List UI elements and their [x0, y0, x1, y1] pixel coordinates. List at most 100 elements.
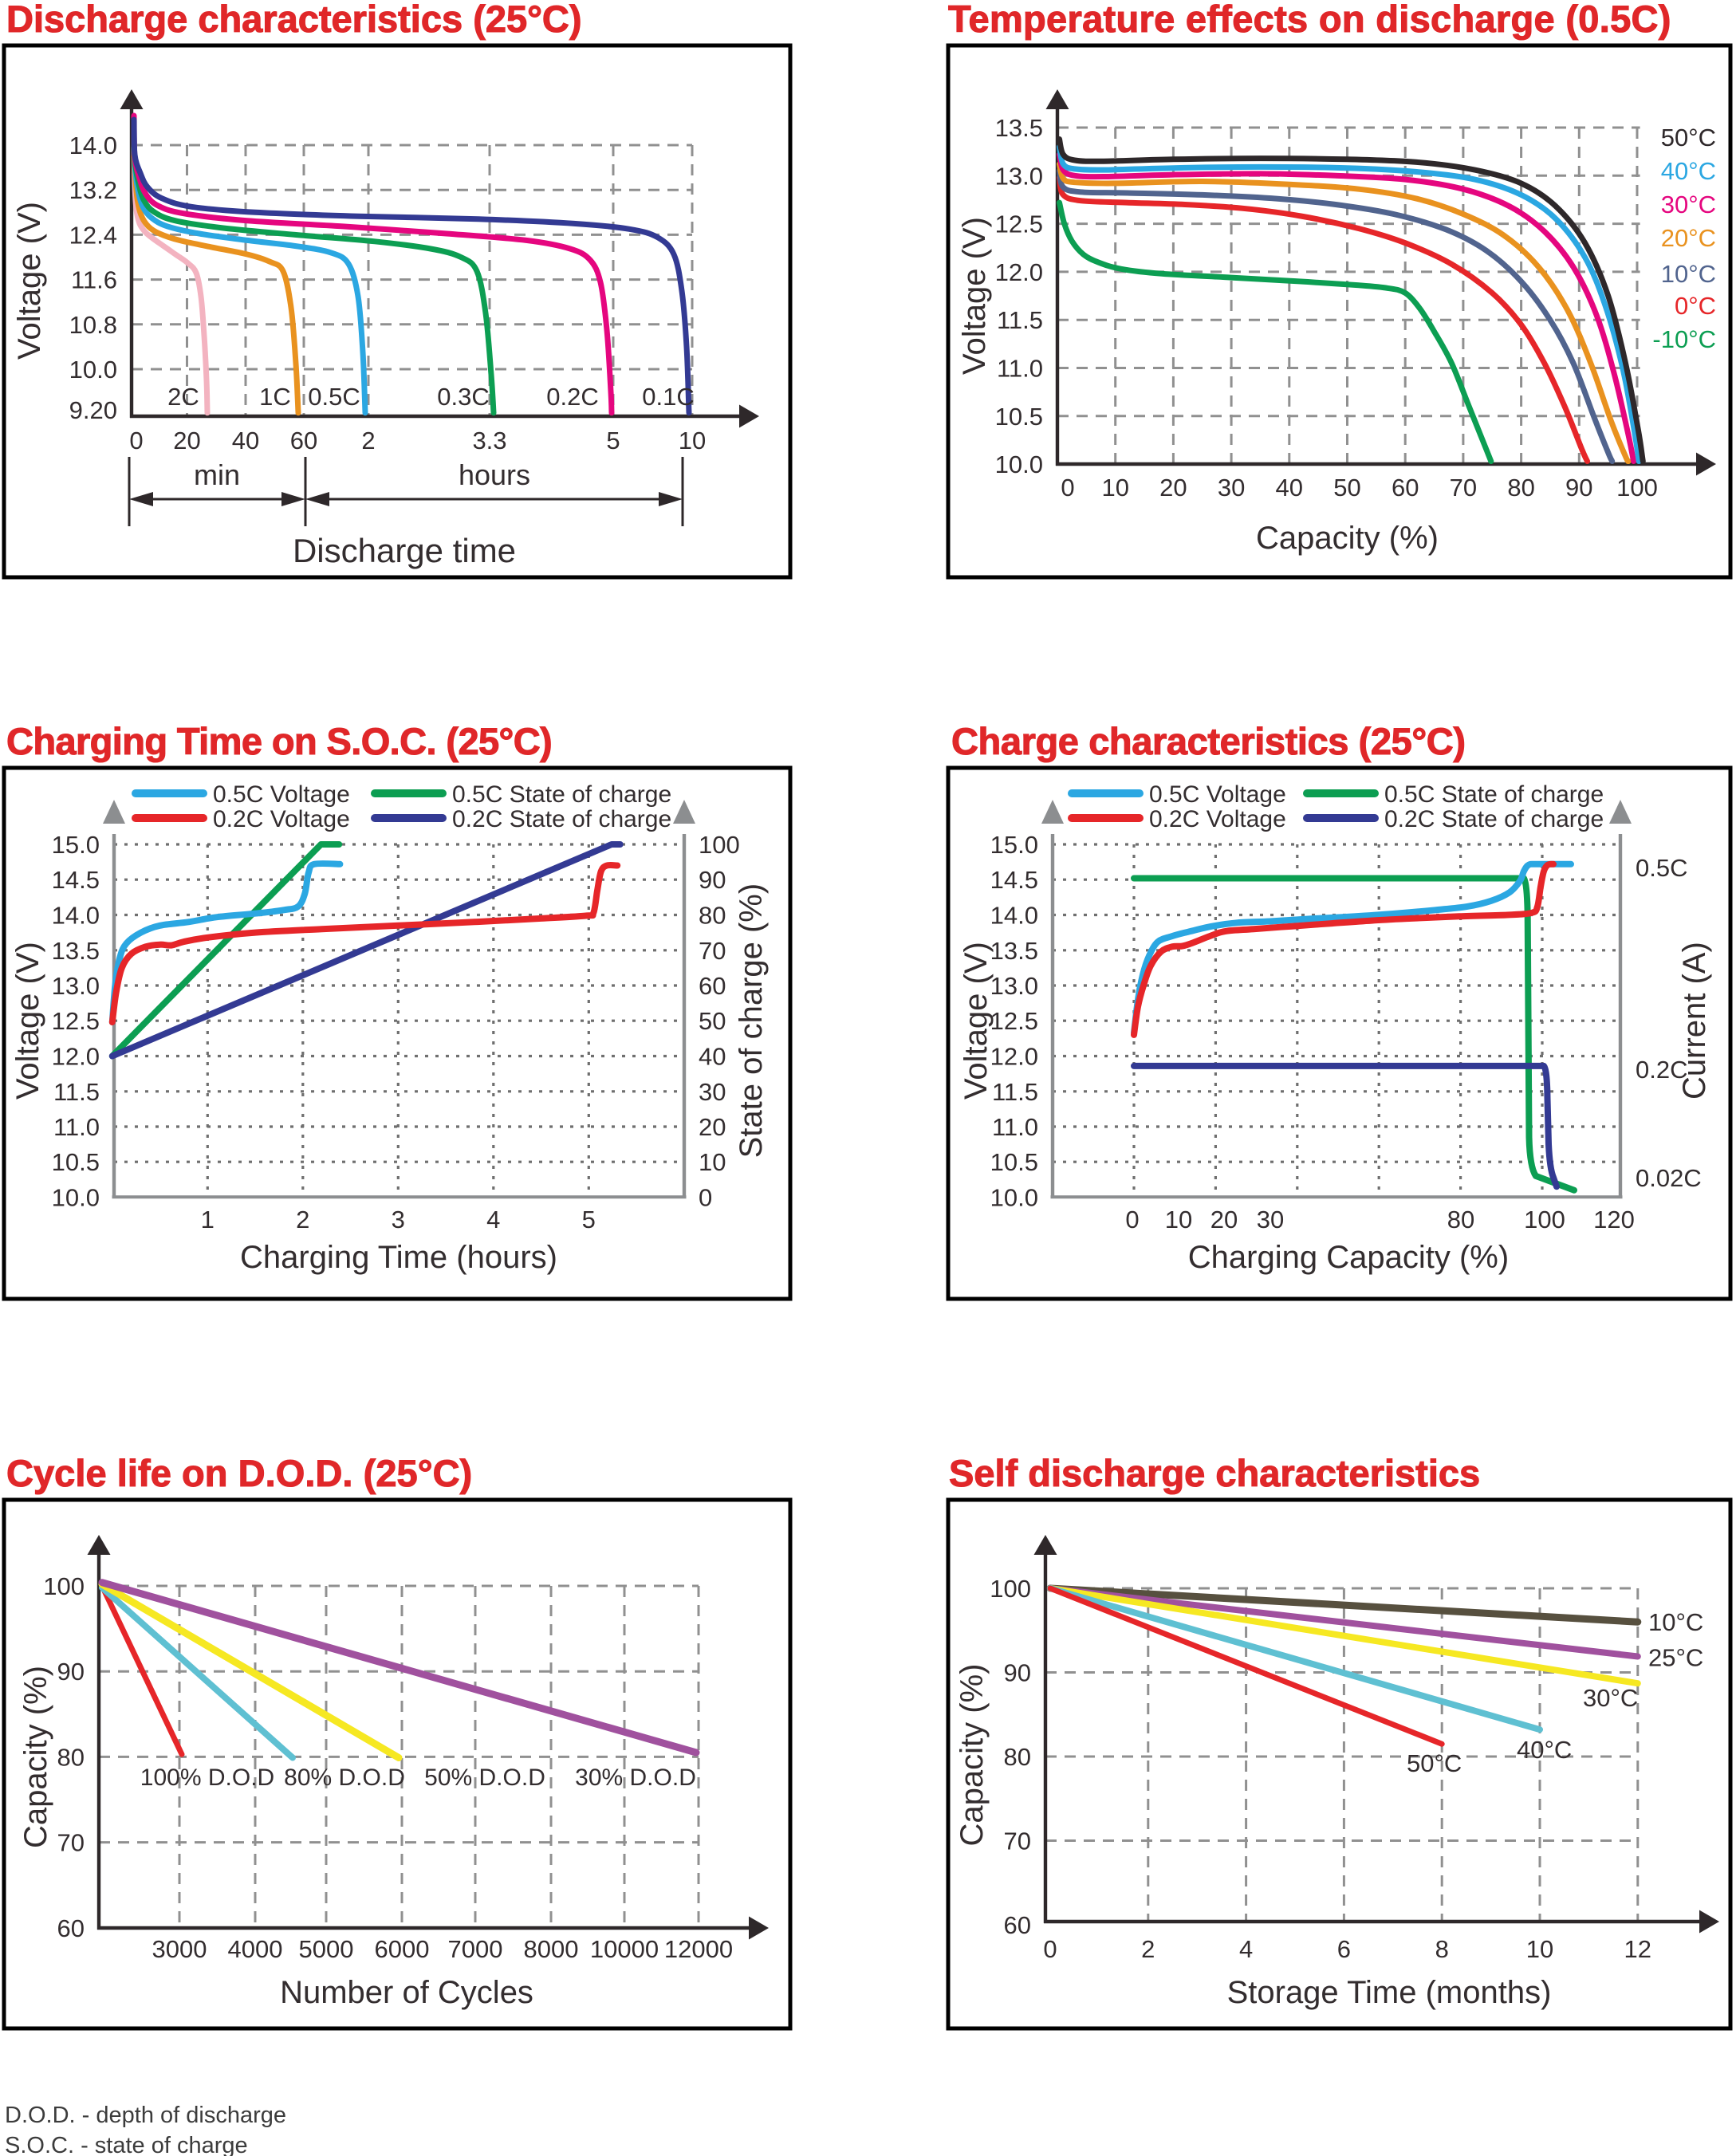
svg-text:10.0: 10.0 — [69, 356, 117, 384]
svg-text:11.5: 11.5 — [992, 1078, 1038, 1106]
svg-text:90: 90 — [1004, 1659, 1031, 1687]
svg-text:Charge characteristics (25°C): Charge characteristics (25°C) — [951, 720, 1466, 762]
svg-text:70: 70 — [1450, 474, 1477, 502]
svg-text:5: 5 — [582, 1206, 596, 1233]
svg-text:3.3: 3.3 — [472, 427, 506, 454]
svg-text:10.0: 10.0 — [52, 1184, 100, 1212]
svg-text:2: 2 — [296, 1206, 309, 1233]
svg-text:0.2C State of charge: 0.2C State of charge — [452, 806, 671, 832]
svg-text:0: 0 — [1125, 1206, 1139, 1233]
svg-text:5000: 5000 — [299, 1935, 354, 1963]
svg-text:Number of Cycles: Number of Cycles — [280, 1975, 533, 2010]
svg-text:10.0: 10.0 — [990, 1184, 1038, 1212]
svg-text:50: 50 — [699, 1007, 726, 1035]
svg-text:10: 10 — [1526, 1935, 1553, 1963]
svg-text:20: 20 — [173, 427, 200, 454]
svg-text:10000: 10000 — [590, 1935, 659, 1963]
svg-text:12.0: 12.0 — [52, 1043, 100, 1071]
svg-text:10.5: 10.5 — [990, 1148, 1038, 1176]
svg-text:14.0: 14.0 — [990, 902, 1038, 930]
svg-text:11.0: 11.0 — [992, 1113, 1038, 1141]
svg-text:0.5C Voltage: 0.5C Voltage — [213, 781, 350, 808]
svg-text:5: 5 — [606, 427, 620, 454]
svg-text:15.0: 15.0 — [52, 831, 100, 859]
svg-text:100: 100 — [699, 831, 740, 859]
svg-text:14.0: 14.0 — [52, 902, 100, 930]
svg-text:-10°C: -10°C — [1652, 325, 1716, 353]
svg-text:Current (A): Current (A) — [1677, 942, 1712, 1100]
svg-text:60: 60 — [699, 972, 726, 1000]
svg-text:13.0: 13.0 — [995, 162, 1043, 190]
svg-text:10: 10 — [679, 427, 706, 454]
svg-text:90: 90 — [1565, 474, 1592, 502]
svg-text:0.2C Voltage: 0.2C Voltage — [1149, 806, 1286, 832]
svg-text:12.0: 12.0 — [995, 258, 1043, 286]
svg-text:60: 60 — [1392, 474, 1419, 502]
svg-text:30: 30 — [1218, 474, 1245, 502]
svg-text:6: 6 — [1337, 1935, 1351, 1963]
svg-text:13.5: 13.5 — [990, 937, 1038, 965]
svg-text:60: 60 — [57, 1914, 85, 1942]
svg-text:Temperature effects on dischar: Temperature effects on discharge (0.5C) — [948, 0, 1671, 40]
svg-text:90: 90 — [699, 866, 726, 894]
svg-text:80: 80 — [1507, 474, 1534, 502]
svg-text:80: 80 — [1447, 1206, 1474, 1233]
svg-text:2C: 2C — [167, 383, 199, 411]
svg-text:Voltage (V): Voltage (V) — [957, 217, 992, 375]
svg-text:40°C: 40°C — [1661, 157, 1716, 185]
svg-text:0.3C: 0.3C — [437, 383, 489, 411]
svg-text:90: 90 — [57, 1658, 85, 1686]
svg-text:50% D.O.D: 50% D.O.D — [424, 1765, 545, 1791]
svg-text:0.2C Voltage: 0.2C Voltage — [213, 806, 350, 832]
svg-text:Voltage (V): Voltage (V) — [12, 202, 47, 360]
svg-text:10.8: 10.8 — [69, 311, 117, 339]
svg-text:20: 20 — [699, 1113, 726, 1141]
svg-text:Capacity (%): Capacity (%) — [18, 1666, 53, 1848]
svg-text:12.5: 12.5 — [995, 210, 1043, 238]
svg-text:0.5C: 0.5C — [1636, 854, 1687, 882]
svg-text:0.02C: 0.02C — [1636, 1164, 1702, 1192]
svg-text:3000: 3000 — [152, 1935, 207, 1963]
svg-text:8: 8 — [1435, 1935, 1449, 1963]
svg-text:0: 0 — [129, 427, 143, 454]
svg-text:Storage Time (months): Storage Time (months) — [1227, 1975, 1552, 2010]
svg-text:13.2: 13.2 — [69, 176, 117, 204]
svg-text:hours: hours — [459, 458, 530, 491]
svg-text:3: 3 — [392, 1206, 405, 1233]
svg-text:12.5: 12.5 — [52, 1007, 100, 1035]
svg-text:70: 70 — [57, 1829, 85, 1857]
svg-text:14.0: 14.0 — [69, 132, 117, 159]
svg-text:10: 10 — [1165, 1206, 1192, 1233]
svg-text:40°C: 40°C — [1517, 1736, 1572, 1764]
svg-text:State of charge (%): State of charge (%) — [734, 883, 769, 1159]
svg-text:0.1C: 0.1C — [642, 383, 694, 411]
svg-text:30% D.O.D: 30% D.O.D — [575, 1765, 696, 1791]
svg-text:40: 40 — [699, 1043, 726, 1071]
svg-text:Voltage (V): Voltage (V) — [959, 942, 994, 1100]
svg-text:40: 40 — [232, 427, 259, 454]
svg-text:Charging Time on S.O.C. (25°C): Charging Time on S.O.C. (25°C) — [6, 720, 552, 762]
svg-text:60: 60 — [290, 427, 317, 454]
svg-text:100% D.O.D: 100% D.O.D — [140, 1765, 274, 1791]
svg-text:12000: 12000 — [664, 1935, 733, 1963]
svg-text:50°C: 50°C — [1407, 1749, 1462, 1777]
svg-text:11.5: 11.5 — [53, 1078, 100, 1106]
svg-text:100: 100 — [990, 1575, 1031, 1603]
svg-text:0: 0 — [1043, 1935, 1057, 1963]
svg-text:Capacity (%): Capacity (%) — [1256, 521, 1439, 556]
svg-text:10.5: 10.5 — [52, 1148, 100, 1176]
svg-text:Cycle life on D.O.D. (25°C): Cycle life on D.O.D. (25°C) — [6, 1452, 472, 1494]
svg-text:50°C: 50°C — [1661, 124, 1716, 151]
svg-text:10.5: 10.5 — [995, 403, 1043, 431]
svg-text:1C: 1C — [259, 383, 291, 411]
svg-text:12.5: 12.5 — [990, 1007, 1038, 1035]
svg-text:0.5C State of charge: 0.5C State of charge — [1384, 781, 1604, 808]
svg-text:9.20: 9.20 — [69, 396, 117, 424]
svg-text:50: 50 — [1333, 474, 1360, 502]
svg-text:30: 30 — [1257, 1206, 1284, 1233]
svg-text:11.0: 11.0 — [997, 355, 1043, 383]
svg-text:15.0: 15.0 — [990, 831, 1038, 859]
svg-text:70: 70 — [1004, 1827, 1031, 1855]
svg-text:0: 0 — [699, 1184, 712, 1212]
svg-text:8000: 8000 — [524, 1935, 579, 1963]
